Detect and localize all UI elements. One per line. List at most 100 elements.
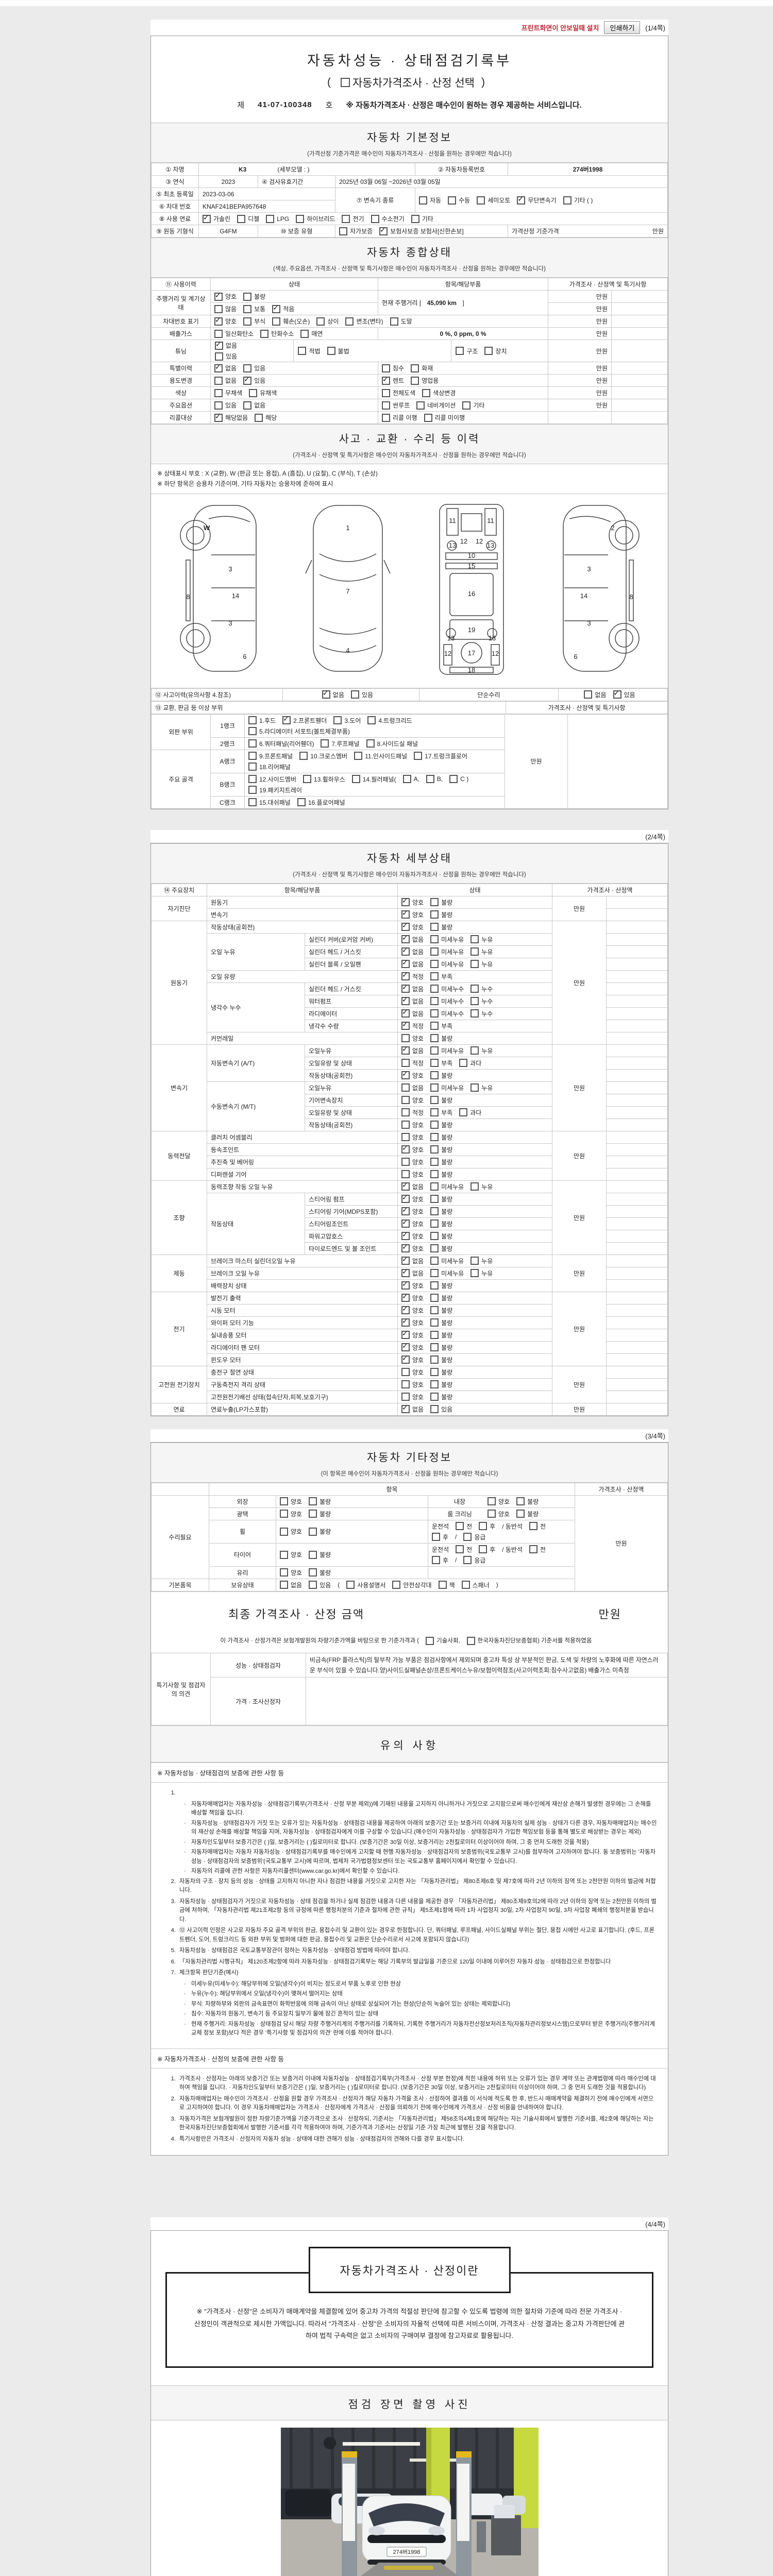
checkbox-icon[interactable] [430,1368,439,1377]
checkbox-icon[interactable] [382,388,390,397]
checkbox-icon[interactable] [248,775,257,784]
checkbox-checked-icon[interactable] [401,1317,410,1327]
checkbox-icon[interactable] [430,1071,439,1080]
checkbox-checked-icon[interactable] [215,340,223,350]
checkbox-icon[interactable] [470,997,479,1006]
checkbox-icon[interactable] [248,798,257,807]
checkbox-icon[interactable] [470,935,479,944]
checkbox-checked-icon[interactable] [401,1020,410,1030]
checkbox-icon[interactable] [430,1294,439,1302]
checkbox-icon[interactable] [243,292,252,301]
checkbox-checked-icon[interactable] [214,412,223,422]
checkbox-icon[interactable] [438,1581,447,1589]
checkbox-icon[interactable] [260,329,269,338]
checkbox-icon[interactable] [430,1133,439,1142]
checkbox-icon[interactable] [459,1059,468,1067]
checkbox-icon[interactable] [411,364,419,372]
checkbox-icon[interactable] [432,1533,440,1541]
checkbox-icon[interactable] [255,413,263,422]
checkbox-icon[interactable] [461,1581,470,1589]
checkbox-icon[interactable] [430,1281,439,1290]
checkbox-icon[interactable] [345,317,354,326]
checkbox-icon[interactable] [401,1096,410,1105]
checkbox-icon[interactable] [422,388,431,397]
checkbox-icon[interactable] [309,1527,317,1536]
checkbox-icon[interactable] [430,1343,439,1352]
checkbox-icon[interactable] [272,317,281,326]
checkbox-icon[interactable] [298,347,307,355]
checkbox-checked-icon[interactable] [401,909,410,919]
checkbox-icon[interactable] [392,1581,401,1589]
checkbox-icon[interactable] [321,739,329,748]
checkbox-icon[interactable] [401,1034,410,1043]
checkbox-icon[interactable] [266,214,275,223]
checkbox-checked-icon[interactable] [401,921,410,931]
checkbox-checked-icon[interactable] [401,983,410,993]
checkbox-icon[interactable] [416,401,425,410]
checkbox-icon[interactable] [463,1556,472,1565]
checkbox-checked-icon[interactable] [401,1008,410,1018]
checkbox-checked-icon[interactable] [243,375,252,385]
checkbox-icon[interactable] [430,1034,439,1043]
checkbox-icon[interactable] [430,1009,439,1018]
checkbox-checked-icon[interactable] [401,1045,410,1055]
checkbox-icon[interactable] [401,1133,410,1142]
checkbox-icon[interactable] [430,1232,439,1241]
checkbox-checked-icon[interactable] [401,1193,410,1204]
checkbox-icon[interactable] [401,1083,410,1092]
checkbox-icon[interactable] [430,1158,439,1166]
checkbox-icon[interactable] [430,1257,439,1265]
checkbox-icon[interactable] [430,1046,439,1055]
checkbox-icon[interactable] [401,1368,410,1377]
print-button[interactable]: 인쇄하기 [604,21,641,34]
checkbox-checked-icon[interactable] [379,226,388,235]
checkbox-checked-icon[interactable] [382,375,390,385]
checkbox-icon[interactable] [430,1022,439,1030]
checkbox-icon[interactable] [456,347,464,355]
checkbox-icon[interactable] [401,1393,410,1401]
checkbox-icon[interactable] [280,1510,288,1518]
checkbox-checked-icon[interactable] [401,1243,410,1253]
checkbox-icon[interactable] [432,1556,440,1565]
checkbox-checked-icon[interactable] [613,689,621,699]
checkbox-icon[interactable] [327,347,335,355]
checkbox-icon[interactable] [430,1170,439,1179]
checkbox-checked-icon[interactable] [214,363,223,372]
checkbox-icon[interactable] [243,401,252,410]
checkbox-checked-icon[interactable] [401,896,410,907]
checkbox-icon[interactable] [470,1009,479,1018]
checkbox-checked-icon[interactable] [401,1255,410,1265]
checkbox-icon[interactable] [401,1158,410,1166]
checkbox-icon[interactable] [563,196,572,205]
checkbox-icon[interactable] [529,1522,538,1531]
checkbox-checked-icon[interactable] [401,1218,410,1228]
checkbox-icon[interactable] [248,739,257,748]
checkbox-icon[interactable] [342,214,350,223]
checkbox-icon[interactable] [516,1497,525,1506]
checkbox-icon[interactable] [309,1581,317,1589]
checkbox-icon[interactable] [296,214,305,223]
checkbox-icon[interactable] [297,798,306,807]
checkbox-checked-icon[interactable] [517,195,526,205]
checkbox-icon[interactable] [382,364,390,372]
checkbox-icon[interactable] [430,1207,439,1216]
checkbox-icon[interactable] [430,1355,439,1364]
checkbox-icon[interactable] [351,775,360,784]
checkbox-icon[interactable] [430,960,439,969]
checkbox-icon[interactable] [309,1550,317,1559]
checkbox-icon[interactable] [303,775,311,784]
checkbox-icon[interactable] [462,401,471,410]
checkbox-icon[interactable] [366,739,375,748]
checkbox-icon[interactable] [243,304,252,313]
checkbox-icon[interactable] [401,1380,410,1389]
checkbox-icon[interactable] [470,1257,479,1265]
checkbox-checked-icon[interactable] [401,958,410,969]
checkbox-icon[interactable] [430,947,439,956]
checkbox-checked-icon[interactable] [401,1354,410,1364]
checkbox-icon[interactable] [419,196,428,205]
checkbox-icon[interactable] [401,1121,410,1129]
checkbox-checked-icon[interactable] [401,1267,410,1278]
checkbox-icon[interactable] [470,1182,479,1191]
checkbox-icon[interactable] [430,910,439,919]
checkbox-icon[interactable] [414,752,423,760]
